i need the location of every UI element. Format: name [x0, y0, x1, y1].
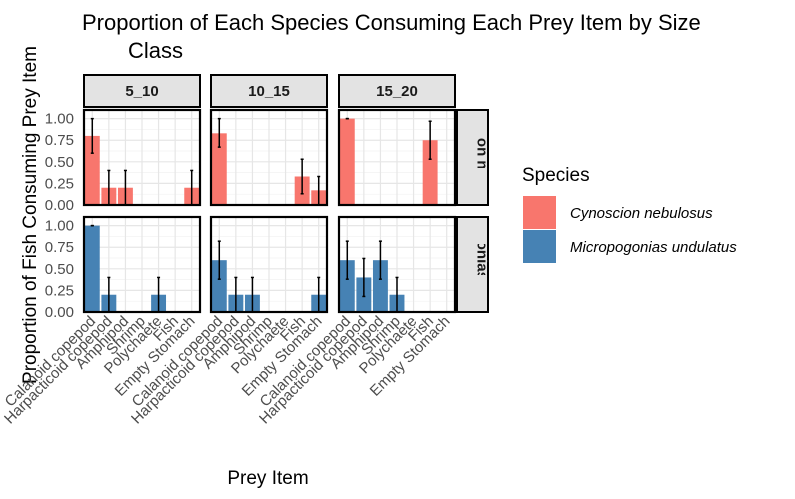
- chart-title-line-2: Class: [128, 38, 183, 63]
- error-bar: [300, 158, 304, 195]
- panel-15_20-row1: [337, 215, 457, 314]
- legend-label: Cynoscion nebulosus: [570, 205, 713, 222]
- panel-border: [209, 215, 329, 314]
- facet-row-strip-label: Cynoscion nebulosus: [474, 80, 491, 236]
- chart-title: Proportion of Each Species Consuming Eac…: [82, 10, 701, 63]
- y-tick-label: 0.00: [45, 197, 74, 214]
- error-bar: [362, 257, 366, 298]
- panel-border: [82, 108, 202, 207]
- y-axis-title: Proportion of Fish Consuming Prey Item: [20, 46, 41, 384]
- facet-row-strip-label: Micropogonias undulatus: [474, 173, 491, 356]
- bar: [211, 260, 227, 312]
- bar: [422, 140, 438, 205]
- facet-strip-bg: [210, 74, 328, 108]
- y-tick-label: 0.50: [45, 154, 74, 171]
- error-bar: [217, 240, 221, 280]
- facet-strip-bg: [83, 74, 201, 108]
- panel-5_10-row1: [82, 215, 202, 314]
- y-tick-label: 0.50: [45, 261, 74, 278]
- y-tick-label: 0.25: [45, 282, 74, 299]
- bar: [372, 260, 388, 312]
- legend-swatch: [523, 196, 556, 229]
- legend-swatch: [523, 230, 556, 263]
- error-bar: [345, 240, 349, 280]
- error-bar: [90, 117, 94, 154]
- facet-strip-label: 15_20: [376, 83, 418, 100]
- panel-10_15-row1: [209, 215, 329, 314]
- facet-row-strip: Micropogonias undulatus: [456, 173, 491, 356]
- y-tick-label: 1.00: [45, 111, 74, 128]
- panel-border: [337, 215, 457, 314]
- y-tick-label: 0.00: [45, 304, 74, 321]
- legend-label: Micropogonias undulatus: [570, 239, 737, 256]
- chart-title-line-1: Proportion of Each Species Consuming Eac…: [82, 10, 701, 35]
- bar: [84, 135, 100, 205]
- facet-row-strip-bg: [456, 109, 489, 206]
- y-axis-ticks: 0.00 0.25 0.50 0.75 1.00: [45, 111, 74, 214]
- bar: [84, 225, 100, 312]
- y-tick-label: 0.75: [45, 239, 74, 256]
- error-bar: [378, 240, 382, 280]
- legend-title: Species: [522, 165, 590, 186]
- legend: Species Cynoscion nebulosus Micropogonias…: [522, 165, 737, 263]
- panel-15_20-row0: [337, 108, 457, 207]
- y-tick-label: 0.75: [45, 132, 74, 149]
- bar: [339, 118, 355, 205]
- y-tick-label: 1.00: [45, 218, 74, 235]
- legend-item: Micropogonias undulatus: [523, 230, 737, 263]
- facet-grid: 5_10 10_15 15_20 Cynoscion nebulosusMicropo…: [1, 74, 491, 428]
- x-tick-label: Harpacticoid copepod: [1, 313, 116, 428]
- panel-5_10-row0: [82, 108, 202, 207]
- legend-items: Cynoscion nebulosus Micropogonias undulat…: [523, 196, 737, 263]
- facet-row-strip-bg: [456, 216, 489, 313]
- legend-item: Cynoscion nebulosus: [523, 196, 713, 229]
- error-bar: [428, 120, 432, 160]
- facet-strip-bg: [338, 74, 456, 108]
- bar: [211, 133, 227, 205]
- facet-strip-label: 10_15: [248, 83, 290, 100]
- panel-border: [82, 215, 202, 314]
- panel-border: [337, 108, 457, 207]
- y-tick-label: 0.25: [45, 175, 74, 192]
- facet-strip-label: 5_10: [125, 83, 158, 100]
- y-axis-ticks: 0.00 0.25 0.50 0.75 1.00: [45, 218, 74, 321]
- error-bar: [217, 117, 221, 148]
- facet-strip-5_10: 5_10: [83, 74, 201, 108]
- facet-row-strip: Cynoscion nebulosus: [456, 80, 491, 236]
- facet-strip-15_20: 15_20: [338, 74, 456, 108]
- panel-10_15-row0: [209, 108, 329, 207]
- facet-strip-10_15: 10_15: [210, 74, 328, 108]
- x-axis-title: Prey Item: [227, 468, 308, 489]
- panel-border: [209, 108, 329, 207]
- bar: [339, 260, 355, 312]
